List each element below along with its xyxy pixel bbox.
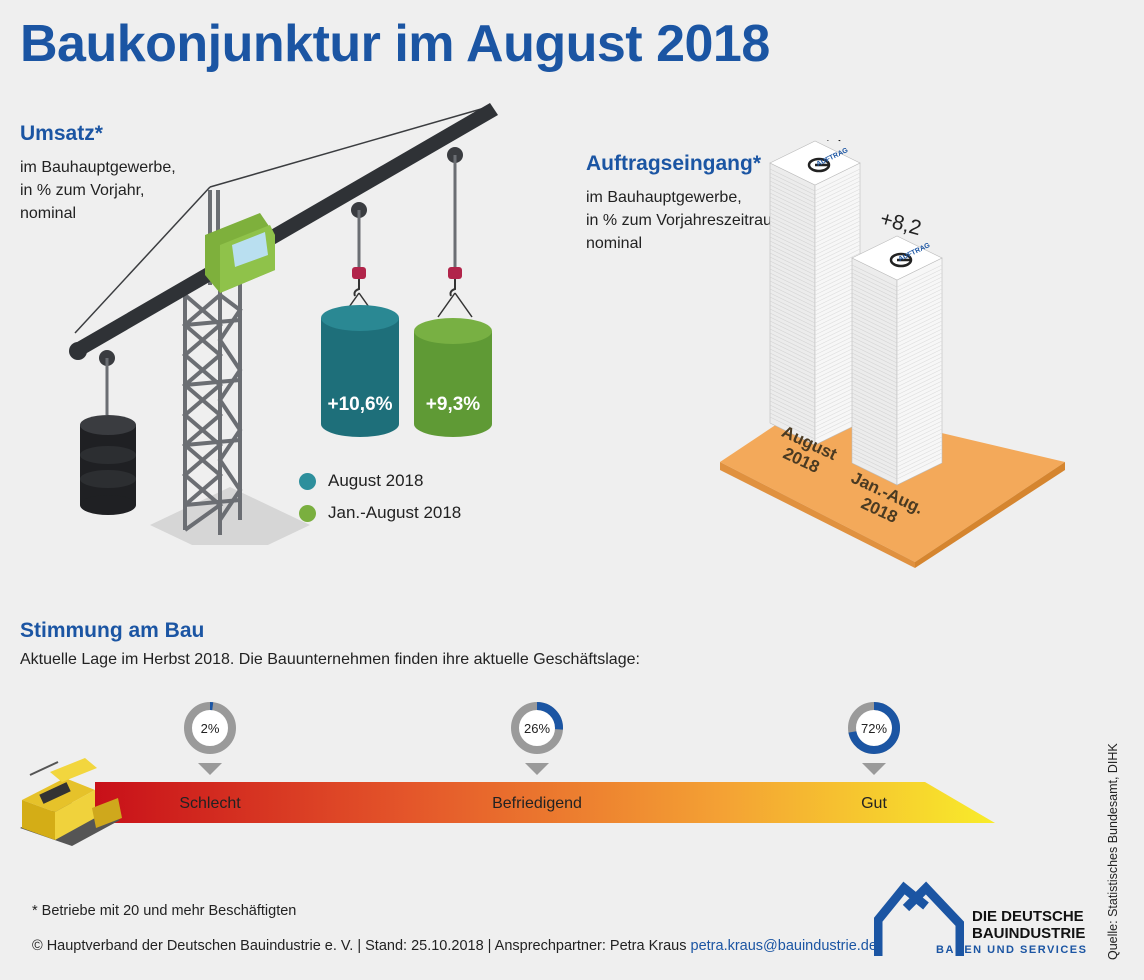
footnote: * Betriebe mit 20 und mehr Beschäftigten [32,903,297,919]
gauge-fill [511,702,563,754]
auftrag-sub-line: in % zum Vorjahreszeitraum, [586,212,790,229]
gauge-pointer [198,763,222,775]
umsatz-bar: +10,6% [321,305,399,437]
gauge-fill [848,702,900,754]
stimmung-gauge: 2% Schlecht [179,702,241,812]
legend-label-jan-august: Jan.-August 2018 [328,503,462,522]
crane-hoists [105,155,457,415]
umsatz-sub-line: nominal [20,205,77,222]
gauge-value-label: 26% [524,721,550,736]
crane-cables [74,106,489,334]
source-note: Quelle: Statistisches Bundesamt, DIHK [1106,743,1120,960]
auftrag-stack: AUFTRAG+10,4 [769,140,861,446]
logo-line: BAUINDUSTRIE [972,925,1086,942]
legend-dot-august [299,472,316,490]
crane-illustration [69,103,498,545]
umsatz-value-label: +10,6% [328,394,393,415]
auftrag-subtitle: im Bauhauptgewerbe, in % zum Vorjahresze… [586,186,790,255]
crane-jib [72,103,498,357]
logo-text: DIE DEUTSCHE BAUINDUSTRIE [972,908,1085,942]
logo-line: DIE DEUTSCHE [972,908,1084,925]
house-logo-icon [874,881,964,956]
umsatz-chart: +10,6% +9,3% [321,305,492,437]
credits: © Hauptverband der Deutschen Bauindustri… [32,938,877,954]
crane-base-plate [150,487,310,545]
gauge-pointer [862,763,886,775]
legend-item-august: August 2018 [299,471,423,491]
umsatz-heading: Umsatz* [20,122,103,145]
auftrag-sub-line: nominal [586,235,643,252]
stimmung-category-label: Befriedigend [492,795,582,812]
auftrag-stack: AUFTRAG+8,2 [851,207,943,486]
bauindustrie-logo: DIE DEUTSCHE BAUINDUSTRIE BAUEN UND SERV… [874,880,1086,960]
stimmung-category-label: Schlecht [179,795,241,812]
legend-dot-jan-august [299,504,316,522]
stimmung-subtitle: Aktuelle Lage im Herbst 2018. Die Bauunt… [20,651,640,668]
contact-email-link[interactable]: petra.kraus@bauindustrie.de [690,938,877,954]
auftrag-chart: AUFTRAG+10,4AUFTRAG+8,2 August2018Jan.-A… [720,140,1065,568]
umsatz-subtitle: im Bauhauptgewerbe, in % zum Vorjahr, no… [20,156,176,225]
umsatz-sub-line: in % zum Vorjahr, [20,182,145,199]
auftrag-value-label: +8,2 [878,207,924,240]
gauge-value-label: 72% [861,721,887,736]
credits-text: © Hauptverband der Deutschen Bauindustri… [32,938,687,954]
auftrag-stack-top [851,235,943,281]
umsatz-bar: +9,3% [414,318,492,437]
auftrag-heading: Auftragseingang* [586,152,762,175]
gauge-pointer [525,763,549,775]
scale-arrow [95,782,995,823]
auftrag-stack-top [769,140,861,186]
crane-cabin [205,213,275,293]
logo-tagline: BAUEN UND SERVICES [936,944,1088,956]
crane-tower [181,190,243,535]
umsatz-bar-top [321,305,399,331]
paver-machine-icon [20,758,122,846]
legend-item-jan-august: Jan.-August 2018 [299,503,461,523]
stimmung-gauge: 26% Befriedigend [492,702,582,812]
legend-label-august: August 2018 [328,471,424,490]
auftrag-sub-line: im Bauhauptgewerbe, [586,189,742,206]
umsatz-bar-top [414,318,492,344]
umsatz-bar-body [414,331,492,437]
crane-counterweight [80,415,136,515]
page-title: Baukonjunktur im August 2018 [20,15,770,73]
stimmung-gauge: 72% Gut [848,702,900,812]
stimmung-category-label: Gut [861,795,887,812]
crane-hooks [341,267,473,318]
umsatz-sub-line: im Bauhauptgewerbe, [20,159,176,176]
umsatz-bar-body [321,318,399,437]
stimmung-chart: 2% Schlecht 26% Befriedigend 72% Gut [20,702,995,846]
gauge-fill [184,702,236,754]
gauge-value-label: 2% [201,721,220,736]
stimmung-heading: Stimmung am Bau [20,619,205,642]
umsatz-value-label: +9,3% [426,394,481,415]
